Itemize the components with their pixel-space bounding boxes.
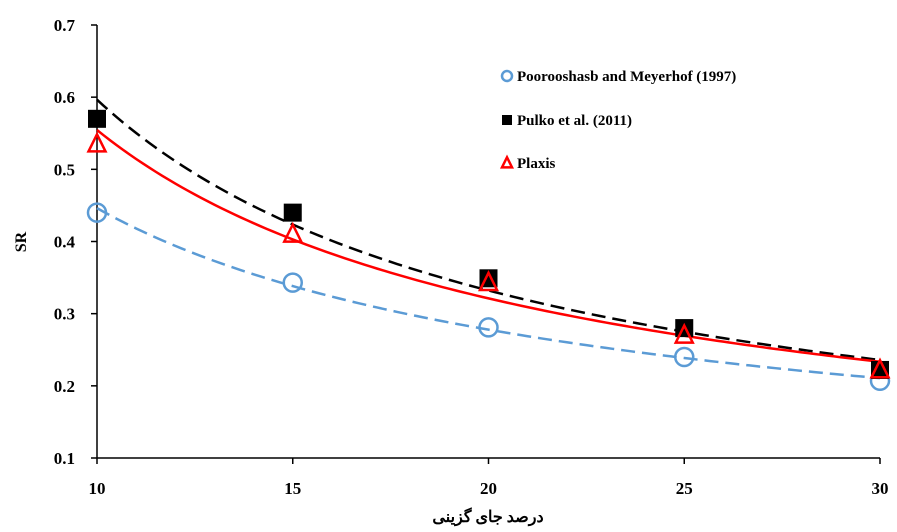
trendline xyxy=(96,129,881,364)
markers xyxy=(86,109,891,392)
trendlines xyxy=(96,98,881,380)
y-tick-label: 0.7 xyxy=(54,16,76,35)
legend-label: Poorooshasb and Meyerhof (1997) xyxy=(517,69,736,85)
y-tick-label: 0.6 xyxy=(54,88,75,107)
data-point xyxy=(86,131,108,153)
data-point xyxy=(502,115,512,125)
x-tick-label: 10 xyxy=(89,479,106,498)
x-tick-label: 20 xyxy=(480,479,497,498)
x-axis-title: درصد جای گزینی xyxy=(432,507,543,527)
data-point xyxy=(282,221,304,243)
x-tick-label: 30 xyxy=(872,479,889,498)
legend-label: Plaxis xyxy=(517,156,555,172)
data-point xyxy=(282,272,303,293)
x-tick-label: 25 xyxy=(676,479,693,498)
legend-label: Pulko et al. (2011) xyxy=(517,113,632,129)
data-point xyxy=(86,202,108,223)
trendline xyxy=(96,98,881,362)
ticks: 0.1 0.2 0.3 0.4 0.5 0.6 0.7 10 15 20 25 30 xyxy=(54,16,889,498)
data-point xyxy=(500,69,514,83)
data-point xyxy=(283,203,302,222)
data-point xyxy=(871,360,889,379)
trendline xyxy=(96,207,881,380)
y-tick-label: 0.3 xyxy=(54,305,75,324)
data-point xyxy=(499,154,515,169)
data-point xyxy=(673,322,695,344)
legend: Poorooshasb and Meyerhof (1997) Pulko et … xyxy=(499,69,736,172)
axes xyxy=(96,25,880,459)
data-point xyxy=(88,109,106,128)
x-tick-label: 15 xyxy=(284,479,301,498)
y-tick-label: 0.5 xyxy=(54,160,75,179)
data-point xyxy=(477,270,500,292)
data-point xyxy=(869,357,891,379)
y-tick-label: 0.2 xyxy=(54,377,75,396)
y-tick-label: 0.4 xyxy=(54,233,76,252)
y-axis-title: SR xyxy=(13,231,30,252)
y-tick-label: 0.1 xyxy=(54,449,75,468)
data-point xyxy=(674,346,695,368)
data-point xyxy=(478,317,499,338)
